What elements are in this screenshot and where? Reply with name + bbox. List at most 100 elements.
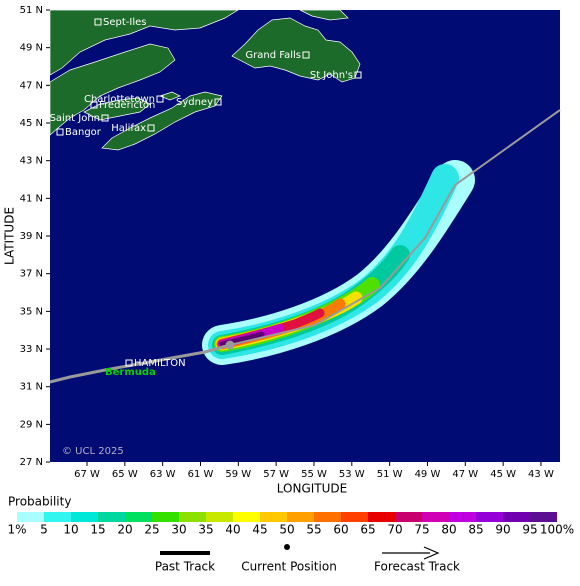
lon-tick-label: 59 W (225, 469, 251, 480)
forecast-track (229, 109, 561, 346)
legend-item: Past Track (155, 560, 215, 574)
place-marker (125, 359, 133, 367)
colorbar-label: 45 (252, 523, 267, 537)
storm-track (49, 109, 561, 384)
legend-item: Current Position (241, 560, 337, 574)
colorbar-swatch (503, 512, 530, 522)
colorbar-label: 95 (522, 523, 537, 537)
place-label: Sept-Iles (103, 17, 146, 28)
lat-tick-label: 37 N (20, 269, 43, 280)
lat-tick-label: 31 N (20, 382, 43, 393)
lon-tick-label: 53 W (339, 469, 365, 480)
copyright: © UCL 2025 (62, 446, 124, 457)
colorbar-label: 60 (333, 523, 348, 537)
colorbar-label: 90 (495, 523, 510, 537)
lat-tick-label: 27 N (20, 457, 43, 468)
colorbar-swatch (206, 512, 233, 522)
place-label: Bangor (65, 127, 102, 138)
current-position-key (284, 544, 290, 550)
ticks: 51 N 49 N 47 N 45 N 43 N 41 N 39 N 37 N 35 N 33 N… (20, 5, 554, 480)
colorbar-swatch (422, 512, 449, 522)
place-label: Saint John (50, 113, 100, 124)
place-label: Halifax (111, 123, 146, 134)
place-label: Grand Falls (245, 50, 301, 61)
lon-tick-label: 49 W (415, 469, 441, 480)
land (49, 9, 361, 151)
colorbar-label: 70 (387, 523, 402, 537)
lon-tick-label: 61 W (188, 469, 214, 480)
lat-tick-label: 47 N (20, 80, 43, 91)
colorbar: 1% 5 10 15 20 25 30 35 40 45 50 55 60 65 70 75 80 85 90 95 1… (7, 512, 574, 537)
colorbar-swatch (125, 512, 152, 522)
colorbar-label: 100% (540, 523, 574, 537)
place-label: HAMILTON (134, 358, 186, 369)
colorbar-swatch (233, 512, 260, 522)
place-label: St John's (310, 70, 353, 81)
colorbar-swatch (260, 512, 287, 522)
lon-tick-label: 45 W (490, 469, 516, 480)
lat-tick-label: 51 N (20, 5, 43, 16)
place-marker (101, 114, 109, 122)
lon-tick-label: 55 W (301, 469, 327, 480)
lat-tick-label: 43 N (20, 156, 43, 167)
lat-tick-label: 41 N (20, 193, 43, 204)
place-marker (90, 101, 98, 109)
colorbar-swatch (44, 512, 71, 522)
colorbar-swatch (476, 512, 503, 522)
y-axis-label: LATITUDE (3, 207, 17, 265)
place-marker (94, 18, 102, 26)
colorbar-label: 15 (90, 523, 105, 537)
colorbar-label: 40 (225, 523, 240, 537)
colorbar-label: 1% (7, 523, 26, 537)
colorbar-label: 25 (144, 523, 159, 537)
colorbar-swatch (17, 512, 44, 522)
lon-tick-label: 65 W (112, 469, 138, 480)
lon-tick-label: 57 W (263, 469, 289, 480)
colorbar-swatch (71, 512, 98, 522)
lat-tick-label: 29 N (20, 419, 43, 430)
colorbar-swatch (98, 512, 125, 522)
colorbar-swatch (314, 512, 341, 522)
colorbar-label: 80 (441, 523, 456, 537)
lat-tick-label: 33 N (20, 344, 43, 355)
colorbar-label: 85 (468, 523, 483, 537)
place-marker (156, 95, 164, 103)
colorbar-swatch (449, 512, 476, 522)
colorbar-label: 35 (198, 523, 213, 537)
x-axis-label: LONGITUDE (277, 482, 347, 496)
colorbar-label: 65 (360, 523, 375, 537)
colorbar-swatch (152, 512, 179, 522)
colorbar-label: 50 (279, 523, 294, 537)
current-position (225, 340, 235, 350)
ocean (50, 10, 560, 462)
place-label: Charlottetown (84, 94, 155, 105)
place-marker (214, 98, 222, 106)
place-marker (354, 71, 362, 79)
places: Sept-Iles Grand Falls St John's Charlotteto… (50, 17, 362, 369)
past-track (49, 343, 231, 384)
colorbar-swatch (368, 512, 395, 522)
colorbar-label: 75 (414, 523, 429, 537)
colorbar-label: 5 (40, 523, 48, 537)
colorbar-label: 10 (63, 523, 78, 537)
forecast-arrow-head (423, 546, 440, 560)
lat-tick-label: 45 N (20, 118, 43, 129)
lon-tick-label: 63 W (150, 469, 176, 480)
colorbar-label: 30 (171, 523, 186, 537)
lon-tick-label: 51 W (377, 469, 403, 480)
lon-tick-label: 67 W (74, 469, 100, 480)
colorbar-swatch (530, 512, 557, 522)
lat-tick-label: 49 N (20, 43, 43, 54)
colorbar-swatch (395, 512, 422, 522)
colorbar-label: 55 (306, 523, 321, 537)
colorbar-swatch (179, 512, 206, 522)
colorbar-swatch (287, 512, 314, 522)
lat-tick-label: 39 N (20, 231, 43, 242)
legend-title: Probability (8, 495, 71, 509)
place-marker (147, 124, 155, 132)
place-label: Fredericton (99, 100, 155, 111)
place-label: Sydney (176, 97, 213, 108)
place-marker (56, 128, 64, 136)
legend-item: Forecast Track (374, 560, 460, 574)
